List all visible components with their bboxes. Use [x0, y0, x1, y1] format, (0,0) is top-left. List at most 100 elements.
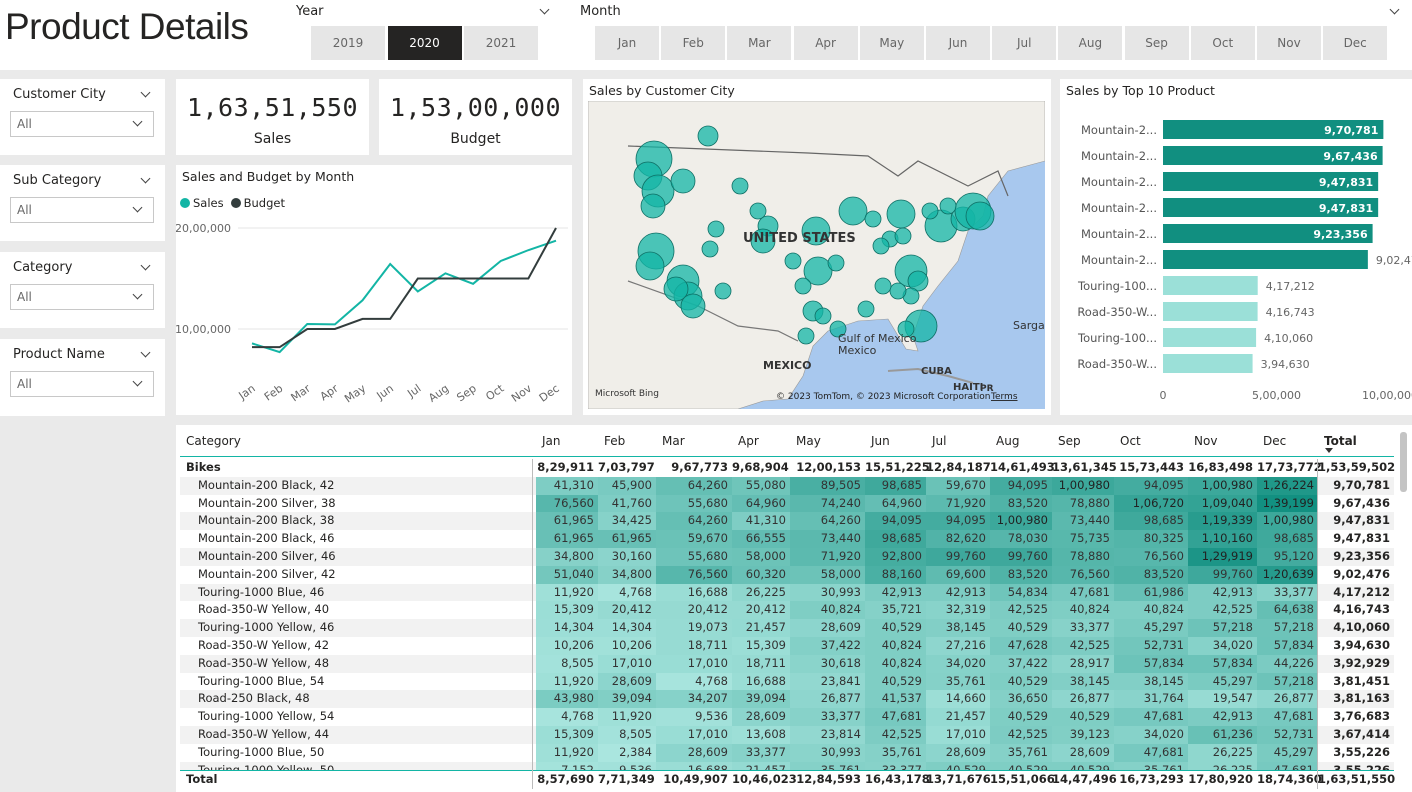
table-row[interactable]: Mountain-200 Silver, 42 51,040 34,800 76,56… [180, 565, 1394, 584]
series-line-sales[interactable] [251, 239, 557, 354]
table-cell[interactable]: 21,457 [732, 619, 790, 637]
table-cell[interactable]: 20,412 [598, 601, 656, 620]
table-cell[interactable]: 73,440 [790, 530, 865, 548]
row-total[interactable]: 4,16,743 [1333, 602, 1390, 617]
bar[interactable] [1163, 302, 1258, 321]
table-cell[interactable]: 45,297 [1188, 672, 1257, 691]
row-total[interactable]: 3,81,451 [1333, 673, 1390, 688]
table-row[interactable]: Road-250 Black, 48 43,980 39,094 34,207 39,0… [180, 690, 1394, 709]
table-cell[interactable]: 44,226 [1257, 654, 1318, 673]
table-cell[interactable]: 43,980 [536, 690, 598, 709]
table-cell[interactable]: 58,000 [732, 548, 790, 566]
bar[interactable] [1163, 146, 1383, 165]
column-header-apr[interactable]: Apr [738, 434, 759, 448]
city-bubble[interactable] [697, 125, 719, 147]
table-cell[interactable]: 47,681 [1114, 743, 1188, 762]
table-row[interactable]: Road-350-W Yellow, 42 10,206 10,206 18,711 1… [180, 637, 1394, 655]
table-cell[interactable]: 12,84,593 [796, 772, 861, 786]
table-cell[interactable]: 66,555 [732, 530, 790, 548]
table-cell[interactable]: 95,120 [1257, 548, 1318, 566]
table-cell[interactable]: 37,422 [790, 637, 865, 655]
table-cell[interactable]: 18,711 [656, 637, 732, 655]
month-button-apr[interactable]: Apr [793, 26, 858, 60]
table-cell[interactable]: 30,993 [790, 583, 865, 602]
city-bubble[interactable] [635, 251, 665, 281]
table-cell[interactable]: 1,00,980 [1257, 512, 1318, 531]
table-cell[interactable]: 39,123 [1052, 726, 1114, 744]
city-bubble[interactable] [921, 202, 939, 220]
chevron-down-icon[interactable] [140, 260, 151, 271]
grand-total[interactable]: 1,63,51,550 [1318, 772, 1396, 786]
table-cell[interactable]: 76,560 [656, 565, 732, 584]
city-bubble[interactable] [701, 240, 719, 258]
table-cell[interactable]: 41,537 [865, 690, 926, 709]
table-cell[interactable]: 64,260 [790, 512, 865, 531]
city-bubble[interactable] [750, 228, 776, 254]
table-cell[interactable]: 42,913 [926, 583, 990, 602]
city-bubble[interactable] [827, 254, 845, 272]
table-cell[interactable]: 1,00,980 [990, 512, 1052, 531]
table-cell[interactable]: 8,505 [536, 654, 598, 673]
table-cell[interactable]: 1,26,224 [1257, 476, 1318, 495]
table-cell[interactable]: 40,529 [1052, 708, 1114, 726]
table-cell[interactable]: 15,73,443 [1119, 460, 1184, 474]
table-cell[interactable]: 82,620 [926, 530, 990, 548]
table-cell[interactable]: 41,310 [536, 476, 598, 495]
table-cell[interactable]: 12,84,187 [926, 460, 991, 474]
table-cell[interactable]: 23,814 [790, 726, 865, 744]
city-bubble[interactable] [784, 252, 802, 270]
city-bubble[interactable] [663, 276, 689, 302]
bar[interactable] [1163, 120, 1384, 139]
bar[interactable] [1163, 276, 1258, 295]
table-cell[interactable]: 57,218 [1188, 619, 1257, 637]
table-cell[interactable]: 34,020 [926, 654, 990, 673]
table-cell[interactable]: 80,325 [1114, 530, 1188, 548]
table-cell[interactable]: 45,297 [1257, 743, 1318, 762]
table-cell[interactable]: 99,760 [990, 548, 1052, 566]
table-cell[interactable]: 16,688 [732, 672, 790, 691]
table-cell[interactable]: 33,377 [790, 708, 865, 726]
table-cell[interactable]: 76,560 [1052, 565, 1114, 584]
table-cell[interactable]: 47,628 [990, 637, 1052, 655]
city-bubble[interactable] [640, 193, 666, 219]
table-cell[interactable]: 1,10,160 [1188, 530, 1257, 548]
table-cell[interactable]: 10,206 [598, 637, 656, 655]
line-chart-plot[interactable]: 20,00,000 10,00,000 Jan Feb Mar Apr May Jun Jul A… [176, 165, 572, 415]
table-cell[interactable]: 71,920 [790, 548, 865, 566]
table-cell[interactable]: 38,145 [1052, 672, 1114, 691]
column-header-may[interactable]: May [796, 434, 821, 448]
table-cell[interactable]: 40,529 [990, 619, 1052, 637]
table-cell[interactable]: 92,800 [865, 548, 926, 566]
table-cell[interactable]: 30,618 [790, 654, 865, 673]
table-cell[interactable]: 61,965 [536, 512, 598, 531]
table-cell[interactable]: 17,010 [656, 726, 732, 744]
table-cell[interactable]: 28,917 [1052, 654, 1114, 673]
table-row[interactable]: Touring-1000 Blue, 46 11,920 4,768 16,688 26… [180, 583, 1394, 602]
table-cell[interactable]: 4,768 [536, 708, 598, 726]
table-cell[interactable]: 75,735 [1052, 530, 1114, 548]
table-cell[interactable]: 1,06,720 [1114, 494, 1188, 513]
city-bubble[interactable] [939, 197, 957, 215]
month-button-jul[interactable]: Jul [992, 26, 1057, 60]
month-button-may[interactable]: May [859, 26, 924, 60]
table-cell[interactable]: 78,030 [990, 530, 1052, 548]
table-cell[interactable]: 33,377 [1052, 619, 1114, 637]
table-row[interactable]: Mountain-200 Black, 42 41,310 45,900 64,260… [180, 476, 1394, 495]
table-cell[interactable]: 40,824 [1052, 601, 1114, 620]
table-cell[interactable]: 28,609 [1052, 743, 1114, 762]
table-cell[interactable]: 40,529 [865, 672, 926, 691]
bar[interactable] [1163, 354, 1253, 373]
row-total[interactable]: 9,47,831 [1333, 531, 1390, 546]
year-button-2021[interactable]: 2021 [464, 26, 538, 60]
slicer-dropdown[interactable]: All [10, 284, 154, 310]
table-cell[interactable]: 61,965 [598, 530, 656, 548]
table-cell[interactable]: 17,010 [598, 654, 656, 673]
table-cell[interactable]: 71,920 [926, 494, 990, 513]
table-cell[interactable]: 26,877 [790, 690, 865, 709]
column-header-mar[interactable]: Mar [662, 434, 685, 448]
table-row[interactable]: Road-350-W Yellow, 48 8,505 17,010 17,010 18… [180, 654, 1394, 673]
table-cell[interactable]: 14,660 [926, 690, 990, 709]
column-header-jan[interactable]: Jan [542, 434, 561, 448]
table-cell[interactable]: 26,877 [1052, 690, 1114, 709]
matrix-scrollbar[interactable] [1400, 432, 1407, 492]
